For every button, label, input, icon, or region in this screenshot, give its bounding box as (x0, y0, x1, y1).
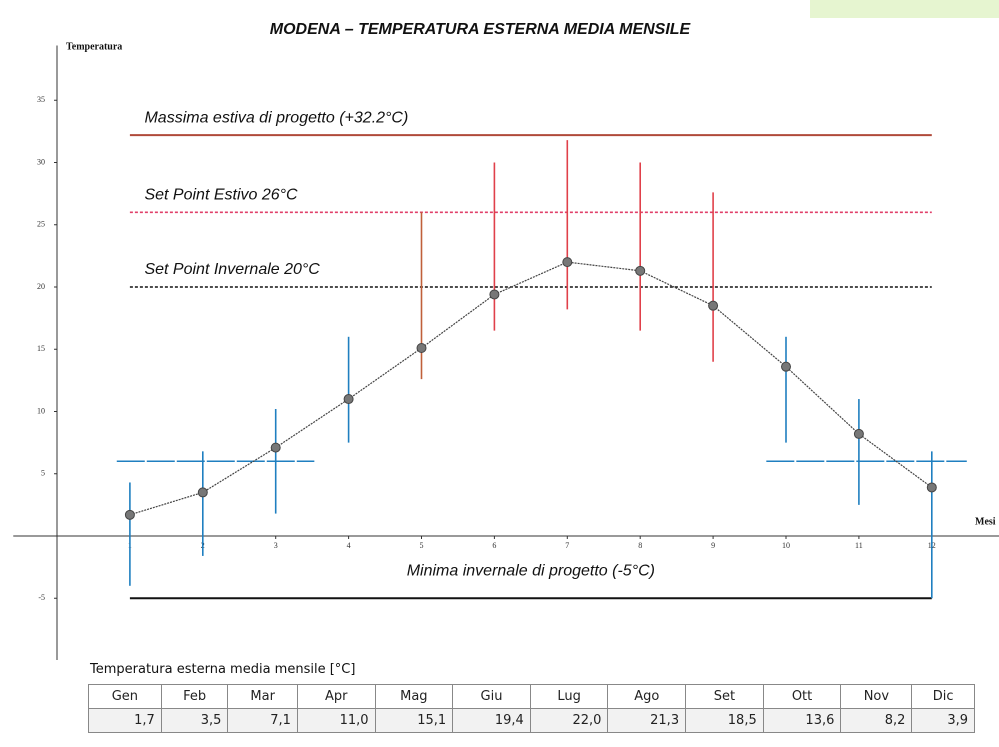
column-header: Mag (374, 684, 454, 709)
x-tick-label: 5 (420, 541, 424, 550)
table-cell: 15,1 (374, 708, 454, 733)
data-point (708, 300, 719, 311)
header-row: Gen Feb Mar Apr Mag Giu Lug Ago Set Ott Nov Dic (88, 684, 975, 709)
table-cell: 21,3 (607, 708, 687, 733)
data-point (416, 343, 427, 354)
x-axis-label: Mesi (975, 516, 996, 527)
column-header: Nov (840, 684, 913, 709)
x-tick-label: 3 (274, 541, 278, 550)
data-point (270, 442, 281, 453)
column-header: Lug (529, 684, 609, 709)
data-point (343, 394, 354, 405)
table-caption: Temperatura esterna media mensile [°C] (90, 662, 356, 677)
y-tick-label: 30 (37, 157, 45, 166)
corner-decoration (810, 0, 999, 18)
column-header: Dic (911, 684, 975, 709)
x-tick-label: 9 (711, 541, 715, 550)
data-table: Gen Feb Mar Apr Mag Giu Lug Ago Set Ott Nov Dic 1,7 3… (88, 684, 975, 733)
column-header: Ago (607, 684, 687, 709)
data-point (562, 257, 573, 268)
reference-label: Minima invernale di progetto (-5°C) (407, 562, 655, 579)
x-tick-label: 8 (638, 541, 642, 550)
x-tick-label: 4 (347, 541, 351, 550)
data-point (197, 487, 208, 498)
data-point (635, 265, 646, 276)
y-tick-label: 25 (37, 220, 45, 229)
column-header: Apr (296, 684, 376, 709)
data-point (489, 289, 500, 300)
column-header: Ott (762, 684, 842, 709)
table-cell: 19,4 (452, 708, 531, 733)
table-cell: 7,1 (227, 708, 298, 733)
table-cell: 18,5 (685, 708, 764, 733)
y-axis-label: Temperatura (66, 41, 122, 52)
reference-label: Set Point Invernale 20°C (144, 261, 320, 278)
reference-label: Set Point Estivo 26°C (144, 187, 298, 204)
table-cell: 13,6 (762, 708, 842, 733)
column-header: Mar (227, 684, 298, 709)
data-point (781, 361, 791, 372)
x-tick-label: 10 (782, 541, 790, 550)
column-header: Gen (88, 684, 162, 709)
data-point (124, 509, 135, 520)
y-tick-label: 15 (37, 344, 45, 353)
y-tick-label: 20 (37, 282, 45, 291)
table-cell: 11,0 (296, 708, 376, 733)
chart: MODENA – TEMPERATURA ESTERNA MEDIA MENSI… (13, 0, 999, 660)
x-tick-label: 11 (855, 541, 863, 550)
table-cell: 3,9 (911, 708, 975, 733)
table-cell: 8,2 (840, 708, 913, 733)
data-point (853, 428, 864, 439)
column-header: Feb (160, 684, 229, 709)
data-point (926, 482, 937, 493)
y-tick-label: 35 (37, 95, 45, 104)
value-row: 1,7 3,5 7,1 11,0 15,1 19,4 22,0 21,3 18,5 13,6 8,2… (88, 708, 975, 733)
y-tick-label: 5 (41, 469, 45, 478)
column-header: Set (685, 684, 764, 709)
x-tick-label: 6 (492, 541, 496, 550)
table-cell: 22,0 (529, 708, 609, 733)
table-cell: 3,5 (160, 708, 229, 733)
series-line (129, 261, 933, 516)
reference-label: Massima estiva di progetto (+32.2°C) (144, 109, 408, 126)
column-header: Giu (452, 684, 531, 709)
chart-title: MODENA – TEMPERATURA ESTERNA MEDIA MENSI… (270, 21, 692, 38)
y-tick-label: -5 (38, 593, 45, 602)
x-tick-label: 7 (565, 541, 569, 550)
y-tick-label: 10 (37, 406, 45, 415)
table-cell: 1,7 (88, 708, 162, 733)
